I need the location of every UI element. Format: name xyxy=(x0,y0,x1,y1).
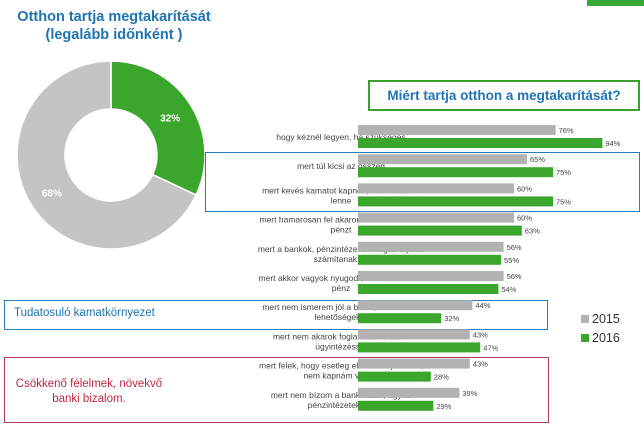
category-label: számítanak fel xyxy=(314,254,369,264)
category-label: mert félek, hogy esetleg elúszna a pénze… xyxy=(259,361,423,371)
bar-value-2016: 63% xyxy=(525,227,540,236)
category-label: mert hamarosan fel akarom használni ezt … xyxy=(260,215,423,225)
awareness-note: Tudatosuló kamatkörnyezet xyxy=(14,307,155,319)
legend-label-2016: 2016 xyxy=(592,331,620,345)
bar-2016 xyxy=(358,400,434,411)
bar-value-2016: 55% xyxy=(504,256,519,265)
category-label: mert akkor vagyok nyugodt, ha nálam van … xyxy=(259,273,424,283)
bar-value-2015: 43% xyxy=(473,330,488,339)
bar-2015 xyxy=(358,329,470,340)
bar-2016 xyxy=(358,313,442,324)
bar-2015 xyxy=(358,241,504,252)
bar-value-2016: 29% xyxy=(436,402,451,411)
legend-label-2015: 2015 xyxy=(592,312,620,326)
donut-slice-68pct xyxy=(16,60,198,250)
interest-reasons-box xyxy=(205,152,640,212)
bar-value-2015: 76% xyxy=(559,126,574,135)
bar-value-2015: 56% xyxy=(507,272,522,281)
bar-value-2016: 75% xyxy=(556,168,571,177)
category-label: lenne xyxy=(331,195,352,205)
bar-2016 xyxy=(358,225,522,236)
bar-value-2016: 75% xyxy=(556,197,571,206)
awareness-box xyxy=(4,300,548,330)
question-callout: Miért tartja otthon a megtakarítását? xyxy=(368,80,640,111)
category-label: nem kapnám vissza xyxy=(303,371,378,381)
logo xyxy=(587,0,644,6)
bar-2015 xyxy=(358,387,460,398)
bar-2016 xyxy=(358,254,501,265)
bar-2015 xyxy=(358,154,527,165)
bar-2016 xyxy=(358,138,603,148)
legend-swatch-2016 xyxy=(581,334,589,342)
legend-item-2015: 2015 xyxy=(581,310,620,329)
bar-2015 xyxy=(358,125,556,135)
bar-2016 xyxy=(358,284,499,294)
category-label: lehetőségeket xyxy=(315,312,369,322)
trust-note: Csökkenő félelmek, növekvő banki bizalom… xyxy=(15,378,163,405)
category-label: hogy kéznél legyen, ha szükséges xyxy=(276,132,405,142)
chart-title: Otthon tartja megtakarítását (legalább i… xyxy=(17,9,211,43)
bar-value-2016: 28% xyxy=(434,373,449,382)
legend-swatch-2015 xyxy=(581,315,589,323)
category-label: mert nem ismerem jól a banki, befektetés… xyxy=(262,302,419,312)
donut-chart: 32% 68% xyxy=(16,60,206,250)
trust-box xyxy=(4,357,549,423)
bar-2015 xyxy=(358,358,470,369)
category-label: ügyintézéssel xyxy=(315,341,367,351)
donut-label: 68% xyxy=(42,189,62,200)
bar-value-2015: 44% xyxy=(475,301,490,310)
legend-item-2016: 2016 xyxy=(581,329,620,348)
category-label: mert túl kicsi az összeg xyxy=(297,161,385,171)
category-label: pénz xyxy=(332,283,350,293)
category-label: pénzintézetekben xyxy=(308,400,375,410)
bar-value-2015: 56% xyxy=(507,243,522,252)
bar-2016 xyxy=(358,342,481,353)
bar-2015 xyxy=(358,212,514,223)
bar-value-2015: 60% xyxy=(517,214,532,223)
bar-2015 xyxy=(358,183,514,194)
bar-2016 xyxy=(358,167,553,178)
bar-value-2015: 60% xyxy=(517,184,532,193)
category-label: mert kevés kamatot kapnék, kicsi hozama xyxy=(262,185,420,195)
category-label: pénzt xyxy=(331,225,352,235)
bar-value-2016: 47% xyxy=(483,343,498,352)
bar-2015 xyxy=(358,300,473,311)
legend: 2015 2016 xyxy=(581,310,620,348)
bar-2015 xyxy=(358,271,504,281)
category-label: mert nem bízom a bankokban, egyéb xyxy=(271,390,412,400)
category-label: mert nem akarok foglalkozni a banki xyxy=(273,331,409,341)
bar-value-2015: 39% xyxy=(462,389,477,398)
bar-value-2016: 32% xyxy=(444,314,459,323)
donut-label: 32% xyxy=(160,113,180,124)
category-label: mert a bankok, pénzintézetek magas díjak… xyxy=(258,244,425,254)
bar-value-2016: 54% xyxy=(501,285,516,294)
bar-2016 xyxy=(358,371,431,382)
bar-value-2015: 43% xyxy=(473,360,488,369)
bar-value-2015: 65% xyxy=(530,155,545,164)
bar-2016 xyxy=(358,196,553,207)
donut-slice-32pct xyxy=(110,60,206,197)
bar-value-2016: 94% xyxy=(605,139,620,148)
